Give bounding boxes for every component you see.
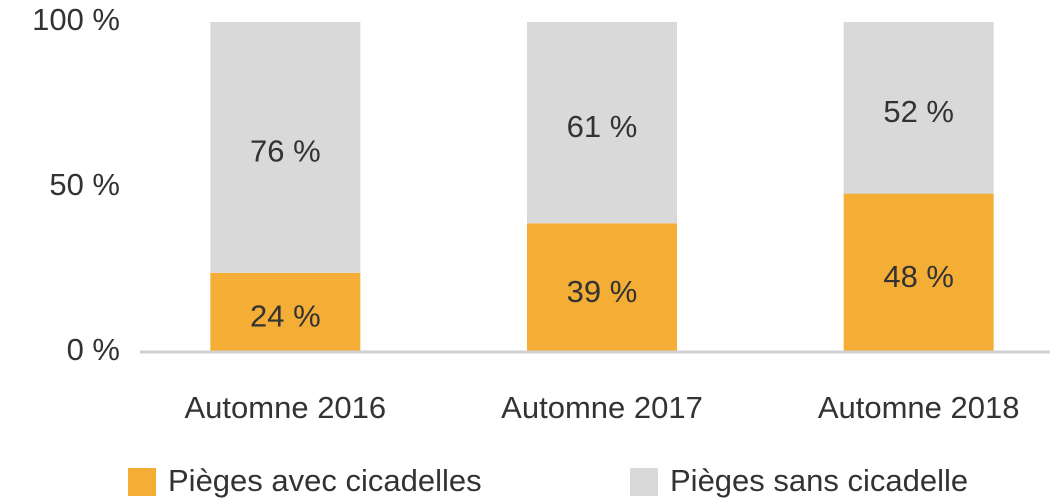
- x-tick-label: Automne 2016: [185, 390, 387, 425]
- value-label: 61 %: [567, 109, 638, 144]
- value-label: 52 %: [883, 94, 954, 129]
- value-label: 24 %: [250, 299, 321, 334]
- value-label: 48 %: [883, 259, 954, 294]
- x-tick-label: Automne 2018: [818, 390, 1020, 425]
- legend-swatch: [128, 468, 156, 496]
- bar-segment: [843, 193, 994, 352]
- bar-segment: [527, 223, 677, 352]
- y-tick-label: 100 %: [32, 2, 120, 37]
- legend-label: Pièges sans cicadelle: [670, 463, 968, 498]
- y-tick-label: 0 %: [67, 332, 120, 367]
- bar-segment: [843, 22, 994, 194]
- legend-swatch: [630, 468, 658, 496]
- legend-label: Pièges avec cicadelles: [168, 463, 482, 498]
- x-tick-label: Automne 2017: [501, 390, 703, 425]
- y-tick-label: 50 %: [49, 167, 120, 202]
- bar-segment: [210, 272, 361, 352]
- value-label: 76 %: [250, 134, 321, 169]
- bar-segment: [527, 22, 677, 224]
- value-label: 39 %: [567, 274, 638, 309]
- bar-segment: [210, 22, 361, 273]
